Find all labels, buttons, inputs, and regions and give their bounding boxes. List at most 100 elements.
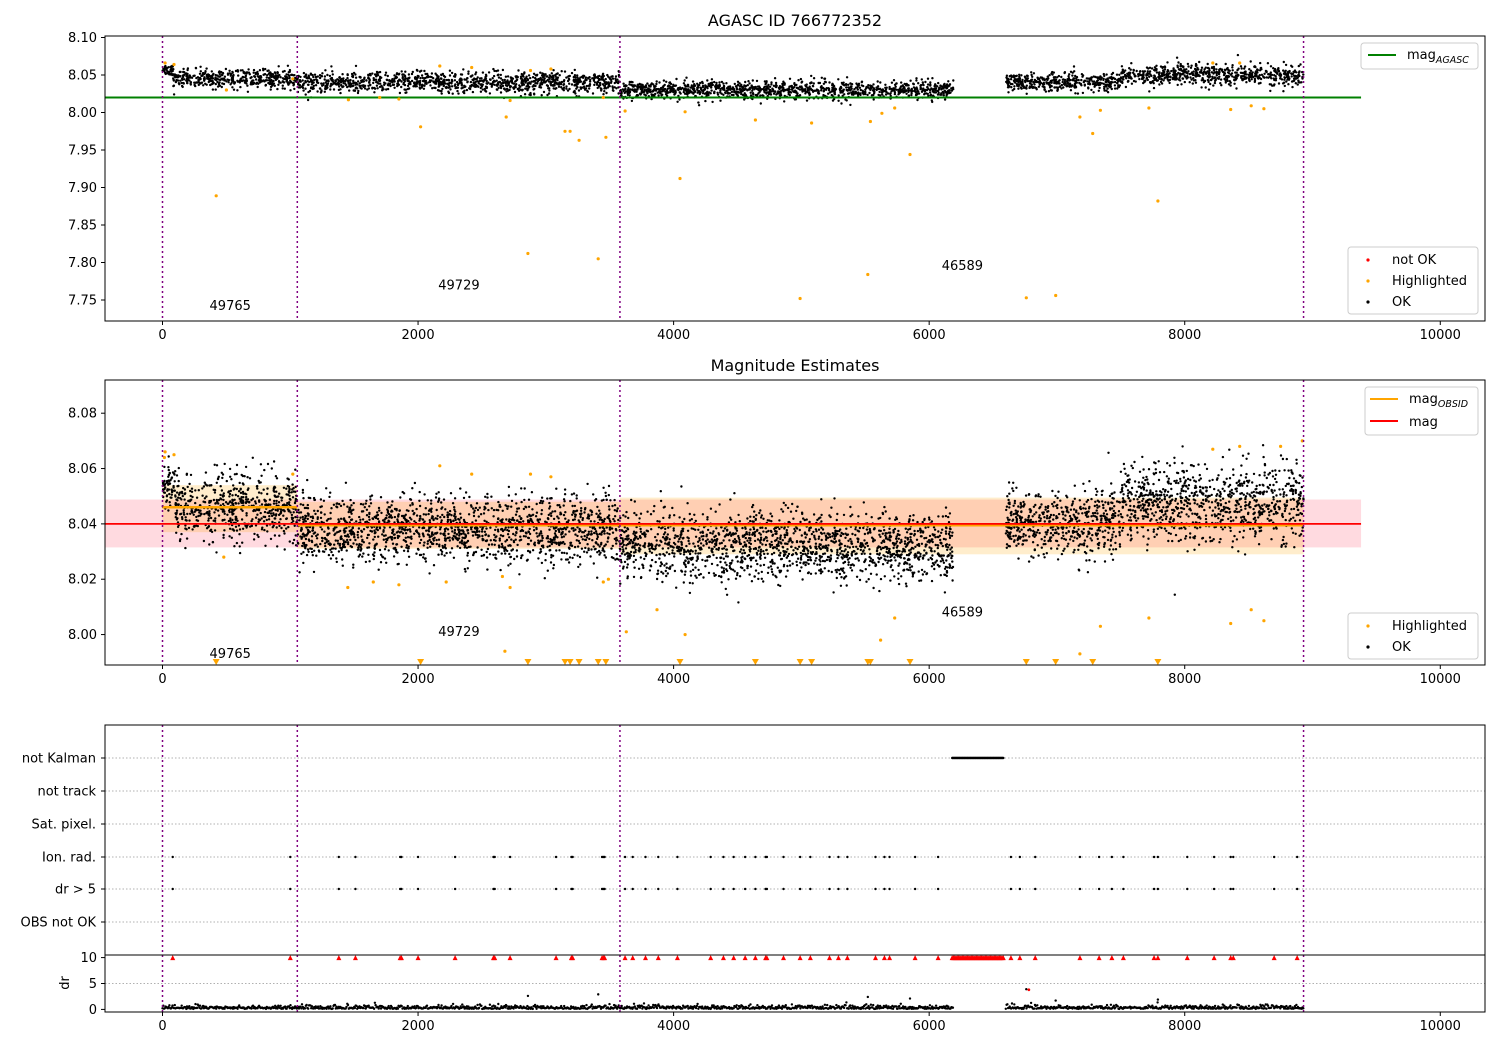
ok-point xyxy=(228,535,231,538)
agasc-title: AGASC ID 766772352 xyxy=(708,11,882,30)
ok-point xyxy=(509,86,512,89)
ok-point xyxy=(564,517,567,520)
ok-point xyxy=(601,74,605,77)
ok-point xyxy=(282,529,286,533)
ok-point xyxy=(252,509,255,513)
ok-point xyxy=(557,83,561,86)
ok-point xyxy=(837,99,840,103)
ok-point xyxy=(486,547,490,551)
ok-point xyxy=(288,509,291,512)
ok-point xyxy=(220,471,223,474)
ok-point xyxy=(548,74,551,77)
ok-point xyxy=(479,513,483,516)
ok-point xyxy=(752,93,755,96)
ok-point xyxy=(1088,82,1092,86)
ok-point xyxy=(1051,73,1054,76)
ok-point xyxy=(292,538,296,542)
ok-point xyxy=(643,89,646,92)
ok-point xyxy=(1104,85,1108,88)
ok-point xyxy=(184,516,187,519)
ok-point xyxy=(248,477,252,480)
ok-point xyxy=(260,80,264,83)
ok-point xyxy=(638,82,641,86)
ok-point xyxy=(263,528,266,532)
ok-point xyxy=(579,563,582,566)
ok-point xyxy=(435,542,438,546)
ok-point xyxy=(1258,74,1262,77)
ok-point xyxy=(298,519,301,522)
ok-point xyxy=(929,81,932,84)
ok-point xyxy=(614,75,618,78)
ok-point xyxy=(640,90,643,93)
ok-point xyxy=(260,528,264,531)
ok-point xyxy=(201,74,204,77)
ok-point xyxy=(810,81,813,84)
ok-point xyxy=(360,87,363,90)
ok-point xyxy=(355,81,358,85)
ok-point xyxy=(1236,68,1239,72)
ok-point xyxy=(554,87,557,91)
ok-point xyxy=(251,497,255,500)
ok-point xyxy=(1188,81,1191,84)
ok-point xyxy=(501,84,505,88)
highlighted-point xyxy=(1156,199,1160,203)
ok-point xyxy=(1206,78,1210,82)
ok-point xyxy=(398,91,402,95)
ok-point xyxy=(763,88,766,92)
ok-point xyxy=(770,83,773,86)
ok-point xyxy=(516,87,520,91)
ok-point xyxy=(1176,66,1180,69)
ok-point xyxy=(463,91,466,95)
highlighted-point xyxy=(1024,296,1028,300)
ok-point xyxy=(593,81,597,84)
ok-point xyxy=(1235,71,1238,74)
ok-point xyxy=(452,75,456,78)
ok-point xyxy=(1087,87,1090,90)
ok-point xyxy=(788,88,791,91)
ok-point xyxy=(831,82,834,86)
ok-point xyxy=(386,74,389,78)
ok-point xyxy=(380,84,383,88)
ok-point xyxy=(174,494,177,497)
ok-point xyxy=(260,492,263,495)
ok-point xyxy=(231,528,235,531)
ok-point xyxy=(1005,76,1008,79)
ok-point xyxy=(1215,68,1218,71)
ok-point xyxy=(601,83,605,86)
ok-point xyxy=(441,80,444,84)
ok-point xyxy=(1069,83,1072,86)
ok-point xyxy=(199,82,202,85)
ok-point xyxy=(447,78,450,82)
ok-point xyxy=(921,83,925,86)
ok-point xyxy=(274,475,278,478)
legend-label-highlighted: Highlighted xyxy=(1392,274,1467,289)
ok-point xyxy=(1183,80,1187,84)
ok-point xyxy=(245,514,248,517)
ok-point xyxy=(484,85,488,88)
ok-point xyxy=(232,88,236,91)
ok-point xyxy=(921,81,924,84)
ok-point xyxy=(474,78,477,81)
ok-point xyxy=(209,79,213,83)
x-tick-label: 0 xyxy=(158,328,166,343)
ok-point xyxy=(325,79,328,82)
highlighted-point xyxy=(172,62,176,67)
ok-point xyxy=(1215,72,1218,75)
ok-point xyxy=(168,73,171,76)
ok-point xyxy=(526,82,529,85)
ok-point xyxy=(1228,69,1231,73)
ok-point xyxy=(273,534,277,537)
ok-point xyxy=(1071,71,1074,74)
ok-point xyxy=(1171,77,1174,81)
ok-point xyxy=(719,89,722,92)
ok-point xyxy=(187,499,190,503)
ok-point xyxy=(223,75,227,78)
ok-point xyxy=(354,87,357,90)
ok-point xyxy=(1297,79,1300,82)
ok-point xyxy=(436,89,440,92)
ok-point xyxy=(1231,66,1234,69)
ok-point xyxy=(166,489,169,492)
ok-point xyxy=(492,80,495,84)
ok-point xyxy=(278,73,281,77)
ok-point xyxy=(421,83,424,87)
